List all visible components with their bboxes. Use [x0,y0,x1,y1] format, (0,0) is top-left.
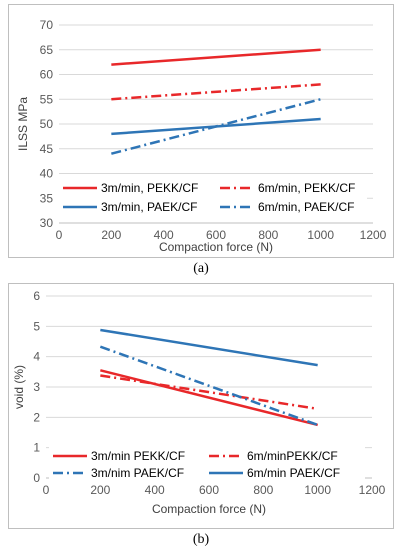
chart-a-svg: 30 35 40 45 50 55 60 65 70 0 200 400 600 800 1000 1200 C… [16,18,387,254]
chart-0-y-axis-title: ILSS MPa [16,97,30,151]
chart-b-panel: 0 1 2 3 4 5 6 0 200 400 600 800 1000 1200 Compaction f… [8,283,394,529]
chart-0-ytick-label-2: 40 [40,167,54,181]
chart-0-ytick-label-4: 50 [40,117,54,131]
chart-1-y-axis-title: void (%) [12,365,26,409]
chart-1-ytick-label-5: 5 [33,319,40,333]
chart-0-legend-label-3: 6m/min, PAEK/CF [258,200,354,214]
chart-1-legend-label-2: 3m/nim PAEK/CF [91,466,184,480]
chart-1-ytick-label-4: 4 [33,350,40,364]
chart-1-series-line-1 [100,374,318,411]
chart-1-xtick-label-5: 1000 [304,483,331,497]
chart-1-x-axis-title: Compaction force (N) [152,502,266,516]
chart-a-panel: 30 35 40 45 50 55 60 65 70 0 200 400 600 800 1000 1200 C… [8,4,394,258]
chart-0-series-line-0 [111,48,321,66]
chart-0-xtick-label-1: 200 [101,228,121,242]
chart-1-xtick-label-1: 200 [90,483,110,497]
chart-1-series-line-2 [99,345,319,427]
chart-1-ytick-label-2: 2 [33,410,40,424]
chart-0-ytick-label-3: 45 [40,142,54,156]
chart-1-legend-label-3: 6m/min PAEK/CF [247,466,340,480]
chart-1-ytick-label-6: 6 [33,289,40,303]
chart-0-xtick-label-2: 400 [154,228,174,242]
chart-1-series-line-0 [100,369,318,427]
chart-0-xtick-label-3: 600 [206,228,226,242]
chart-0-ytick-label-6: 60 [40,68,54,82]
chart-0-ytick-label-5: 55 [40,92,54,106]
chart-1-legend-box [49,446,365,480]
chart-b-svg: 0 1 2 3 4 5 6 0 200 400 600 800 1000 1200 Compaction f… [12,289,386,516]
chart-0-legend-label-0: 3m/min, PEKK/CF [101,181,198,195]
chart-1-xtick-label-2: 400 [145,483,165,497]
chart-1-xtick-label-3: 600 [199,483,219,497]
chart-1-xtick-label-4: 800 [253,483,273,497]
chart-0-xtick-label-0: 0 [56,228,63,242]
chart-0-xtick-label-5: 1000 [307,228,334,242]
chart-1-ytick-label-0: 0 [33,471,40,485]
chart-0-ytick-label-7: 65 [40,43,54,57]
chart-0-series-line-1 [111,83,321,101]
chart-1-series-line-3 [100,328,318,367]
chart-0-series-line-3 [111,98,321,155]
chart-0-legend-label-1: 6m/min, PEKK/CF [258,181,355,195]
chart-1-xtick-label-6: 1200 [359,483,386,497]
chart-1-legend-label-0: 3m/min PEKK/CF [91,449,185,463]
chart-1-ytick-label-3: 3 [33,380,40,394]
chart-0-ytick-label-1: 35 [40,191,54,205]
chart-0-xtick-label-4: 800 [258,228,278,242]
chart-a-caption: (a) [193,261,209,276]
chart-b-caption: (b) [192,532,210,547]
chart-0-x-axis-title: Compaction force (N) [159,240,273,254]
chart-0-legend-label-2: 3m/min, PAEK/CF [101,200,197,214]
chart-0-ytick-label-0: 30 [40,216,54,230]
chart-0-xtick-label-6: 1200 [360,228,387,242]
chart-0-ytick-label-8: 70 [40,18,54,32]
chart-1-xtick-label-0: 0 [43,483,50,497]
chart-0-legend-box [59,178,367,212]
chart-1-legend-label-1: 6m/minPEKK/CF [247,449,338,463]
chart-1-ytick-label-1: 1 [33,441,40,455]
